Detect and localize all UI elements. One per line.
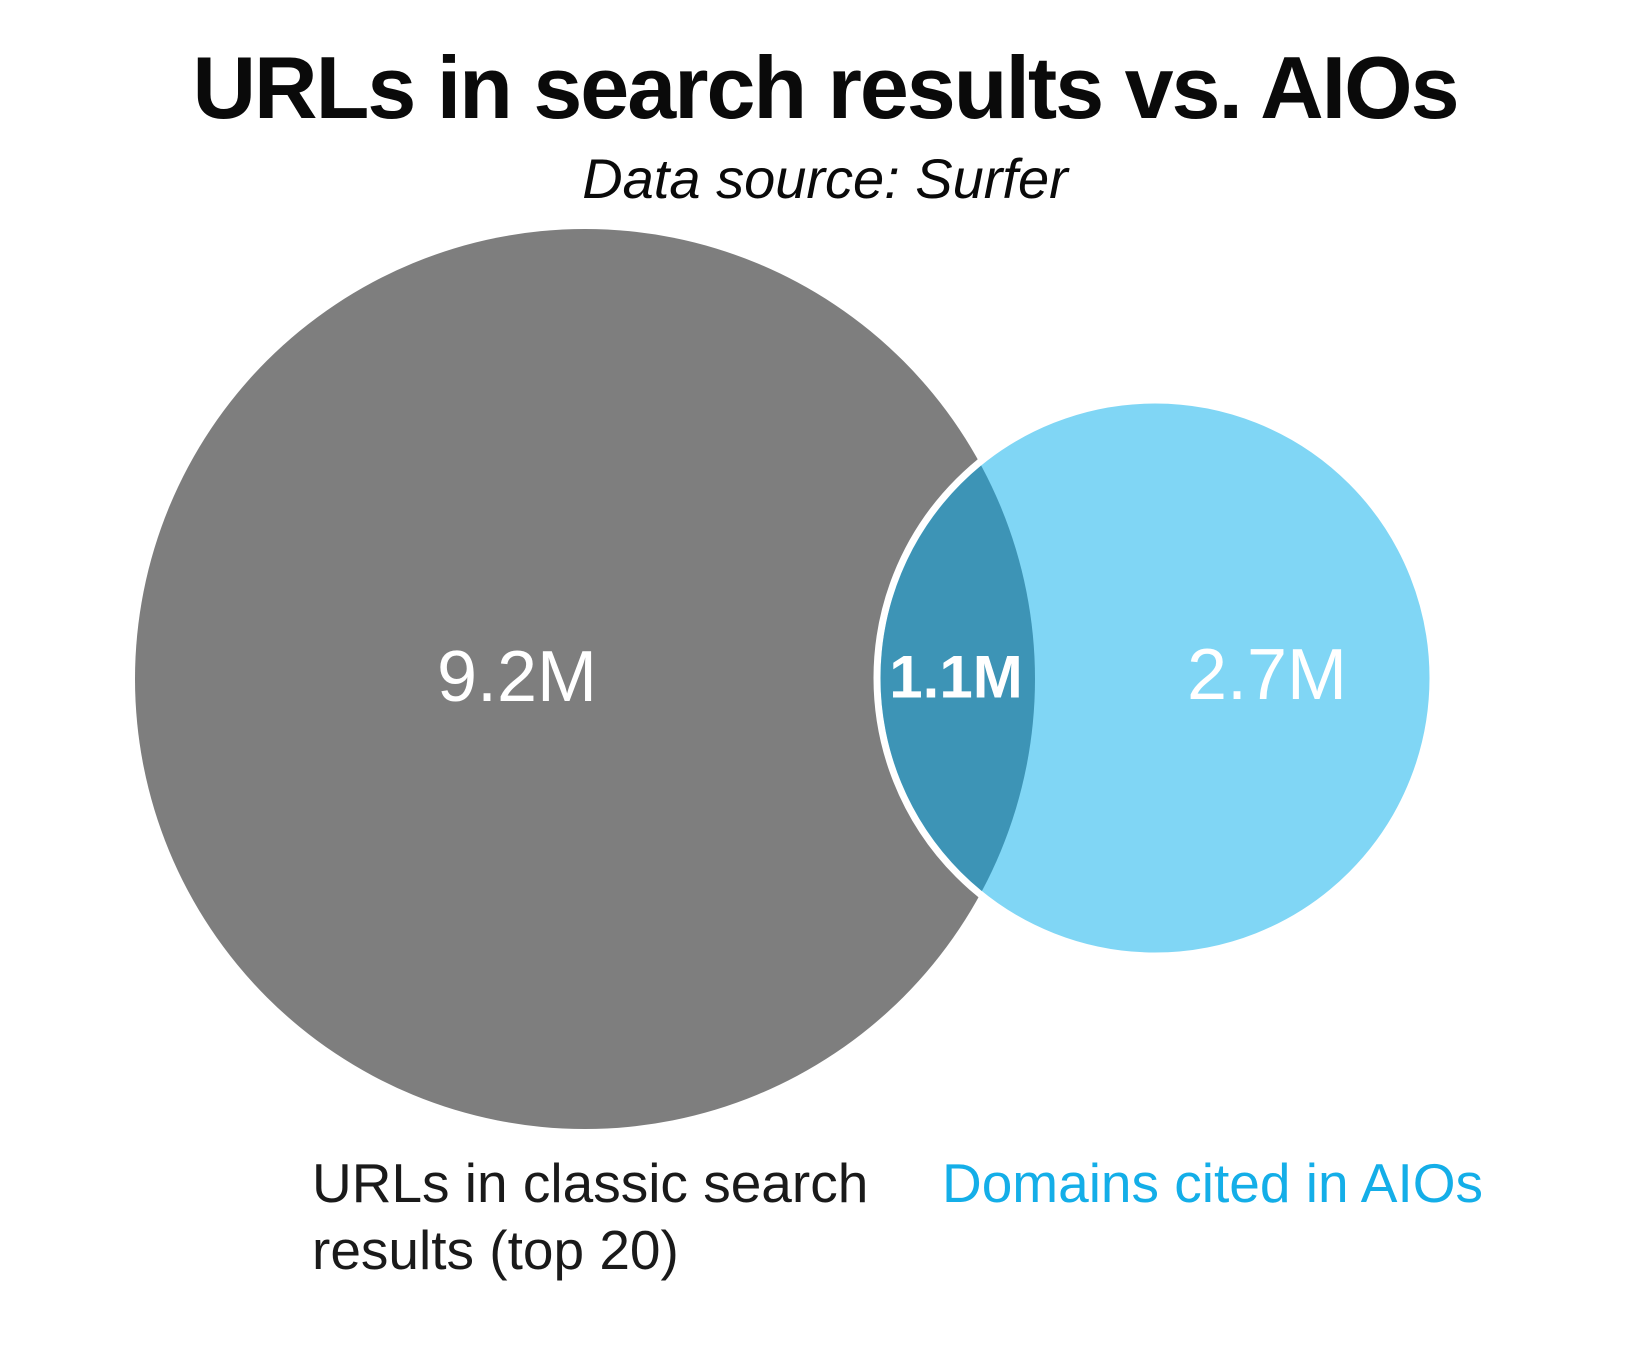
chart-subtitle: Data source: Surfer — [582, 147, 1068, 210]
right-set-circle — [873, 396, 1437, 960]
chart-title: URLs in search results vs. AIOs — [192, 38, 1459, 137]
left-set-label-line2: results (top 20) — [312, 1219, 679, 1281]
right-set-label: Domains cited in AIOs — [942, 1152, 1484, 1214]
right-set-value: 2.7M — [1186, 635, 1348, 715]
left-set-label: URLs in classic search results (top 20) — [312, 1150, 868, 1284]
intersection-value: 1.1M — [889, 643, 1023, 711]
left-set-label-line1: URLs in classic search — [312, 1152, 869, 1214]
left-set-value: 9.2M — [436, 637, 598, 717]
left-set-circle — [135, 229, 1035, 1129]
